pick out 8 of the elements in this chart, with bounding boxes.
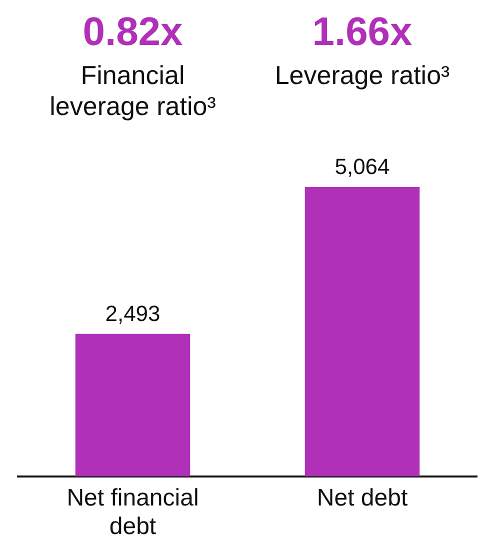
text: 0.82x <box>82 10 183 54</box>
data-label: 5,064 <box>334 154 390 180</box>
x-tick-label: Net financial debt <box>66 484 199 540</box>
text: Leverage ratio³ <box>274 60 450 90</box>
text: Financial leverage ratio³ <box>50 60 216 122</box>
data-label: 2,493 <box>105 300 160 326</box>
text: 1.66x <box>312 10 412 54</box>
x-tick-label: Net debt <box>316 484 408 512</box>
